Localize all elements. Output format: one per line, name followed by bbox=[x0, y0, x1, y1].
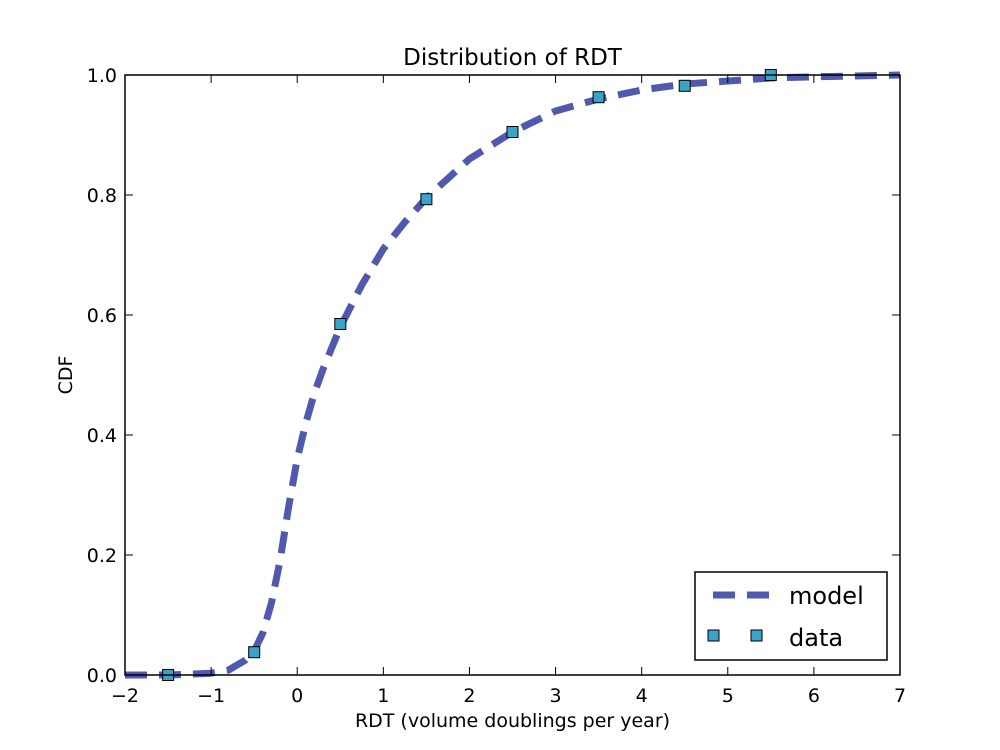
x-axis-label: RDT (volume doublings per year) bbox=[355, 710, 670, 732]
y-tick-label: 0.8 bbox=[87, 185, 117, 207]
x-tick-label: 1 bbox=[377, 685, 389, 707]
x-tick-label: 2 bbox=[463, 685, 475, 707]
x-tick-label: −1 bbox=[197, 685, 225, 707]
y-tick-label: 0.2 bbox=[87, 545, 117, 567]
legend-data-marker-2 bbox=[750, 629, 763, 642]
x-tick-label: 3 bbox=[550, 685, 562, 707]
data-point-1 bbox=[248, 646, 261, 659]
data-point-4 bbox=[506, 126, 519, 138]
legend: model data bbox=[694, 571, 888, 661]
legend-model-label: model bbox=[789, 582, 864, 610]
x-tick-label: 5 bbox=[722, 685, 734, 707]
legend-box bbox=[694, 571, 888, 661]
plot-area-frame bbox=[124, 74, 901, 676]
legend-data-marker-1 bbox=[707, 629, 720, 642]
data-point-2 bbox=[334, 318, 347, 330]
x-tick-label: 6 bbox=[808, 685, 820, 707]
data-point-5 bbox=[592, 91, 605, 104]
x-tick-label: −2 bbox=[111, 685, 139, 707]
legend-data-label: data bbox=[789, 624, 843, 652]
chart-title: Distribution of RDT bbox=[403, 45, 623, 71]
y-tick-label: 0.6 bbox=[87, 305, 117, 327]
x-tick-label: 4 bbox=[636, 685, 648, 707]
model-series-line bbox=[125, 71, 901, 679]
y-axis-label: CDF bbox=[55, 356, 77, 395]
y-tick-label: 1.0 bbox=[87, 65, 117, 87]
ticks-layer: −2 −1 0 1 2 3 4 5 6 7 0.0 0.2 0.4 0.6 0.8 1.0 bbox=[87, 65, 906, 707]
data-point-6 bbox=[678, 79, 691, 92]
y-tick-label: 0.0 bbox=[87, 665, 117, 687]
x-tick-label: 0 bbox=[291, 685, 303, 707]
data-point-3 bbox=[420, 193, 433, 206]
y-tick-label: 0.4 bbox=[87, 425, 117, 447]
x-tick-label: 7 bbox=[894, 685, 906, 707]
